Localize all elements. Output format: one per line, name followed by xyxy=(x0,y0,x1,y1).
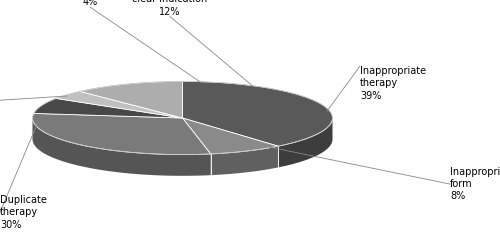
Polygon shape xyxy=(32,114,210,155)
Text: Inappropriate
form
8%: Inappropriate form 8% xyxy=(450,167,500,202)
Text: Duplicate
therapy
30%: Duplicate therapy 30% xyxy=(0,195,47,230)
Text: No indication
4%: No indication 4% xyxy=(58,0,122,7)
Polygon shape xyxy=(278,118,332,167)
Polygon shape xyxy=(182,118,278,154)
Text: No drug but
clear indication
12%: No drug but clear indication 12% xyxy=(132,0,208,17)
Polygon shape xyxy=(80,81,182,118)
Polygon shape xyxy=(56,91,182,118)
Polygon shape xyxy=(34,98,182,118)
Polygon shape xyxy=(182,81,332,146)
Polygon shape xyxy=(32,118,210,176)
Polygon shape xyxy=(210,146,278,175)
Text: Inappropriate
therapy
39%: Inappropriate therapy 39% xyxy=(360,66,426,101)
